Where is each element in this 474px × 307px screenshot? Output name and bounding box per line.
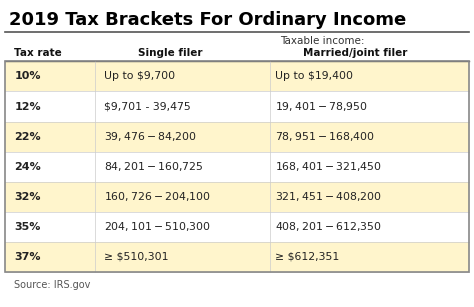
Text: $321,451 - $408,200: $321,451 - $408,200 <box>275 190 382 203</box>
Text: Up to $19,400: Up to $19,400 <box>275 72 353 81</box>
Text: 10%: 10% <box>14 72 41 81</box>
Text: $168,401 - $321,450: $168,401 - $321,450 <box>275 160 382 173</box>
Bar <box>5 91 469 122</box>
Text: 35%: 35% <box>14 222 41 232</box>
Bar <box>5 122 469 152</box>
Text: $204,101 - $510,300: $204,101 - $510,300 <box>104 220 211 233</box>
Text: 37%: 37% <box>14 252 41 262</box>
Bar <box>5 212 469 242</box>
Text: 24%: 24% <box>14 162 41 172</box>
Bar <box>5 242 469 272</box>
Text: 32%: 32% <box>14 192 41 202</box>
Text: $78,951 - $168,400: $78,951 - $168,400 <box>275 130 375 143</box>
Bar <box>5 182 469 212</box>
Text: Up to $9,700: Up to $9,700 <box>104 72 175 81</box>
Text: $39,476 - $84,200: $39,476 - $84,200 <box>104 130 197 143</box>
Text: $19,401 - $78,950: $19,401 - $78,950 <box>275 100 368 113</box>
Text: $84,201 - $160,725: $84,201 - $160,725 <box>104 160 204 173</box>
Text: ≥ $612,351: ≥ $612,351 <box>275 252 339 262</box>
Bar <box>5 61 469 272</box>
Bar <box>5 61 469 91</box>
Text: $160,726 - $204,100: $160,726 - $204,100 <box>104 190 211 203</box>
Text: $408,201 - $612,350: $408,201 - $612,350 <box>275 220 382 233</box>
Text: ≥ $510,301: ≥ $510,301 <box>104 252 169 262</box>
Text: Married/joint filer: Married/joint filer <box>303 48 408 58</box>
Text: Tax rate: Tax rate <box>14 48 62 58</box>
Text: 22%: 22% <box>14 132 41 142</box>
Text: Single filer: Single filer <box>138 48 203 58</box>
Text: Taxable income:: Taxable income: <box>280 36 365 46</box>
Text: Source: IRS.gov: Source: IRS.gov <box>14 280 91 290</box>
Text: 12%: 12% <box>14 102 41 111</box>
Text: $9,701 - 39,475: $9,701 - 39,475 <box>104 102 191 111</box>
Text: 2019 Tax Brackets For Ordinary Income: 2019 Tax Brackets For Ordinary Income <box>9 11 407 29</box>
Bar <box>5 152 469 182</box>
